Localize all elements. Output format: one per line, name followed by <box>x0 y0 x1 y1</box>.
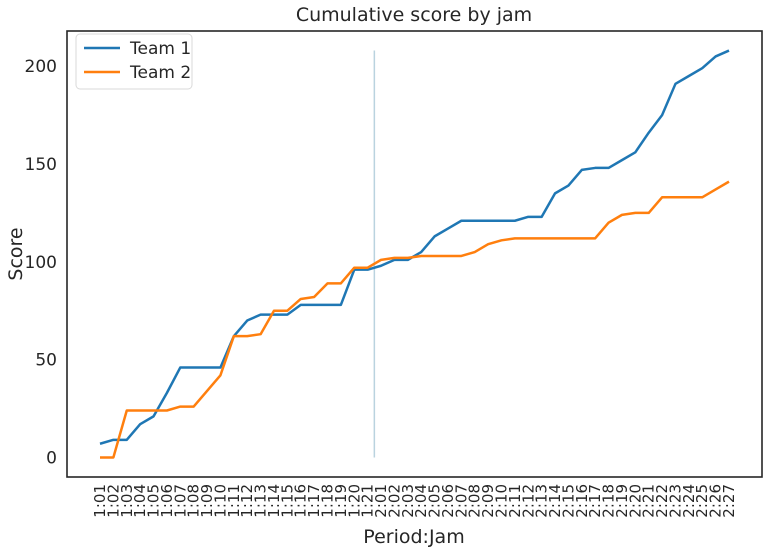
x-tick-label: 2:27 <box>720 484 738 518</box>
x-tick-label: 2:17 <box>586 484 604 518</box>
x-tick-label: 2:10 <box>492 484 510 518</box>
x-tick-label: 1:10 <box>211 484 229 518</box>
y-tick-label: 50 <box>35 351 57 371</box>
legend: Team 1 Team 2 <box>75 33 193 90</box>
x-tick-label: 1:15 <box>278 484 296 518</box>
x-tick-label: 1:21 <box>359 484 377 518</box>
x-tick-label: 1:13 <box>252 484 270 518</box>
x-tick-label: 1:05 <box>145 484 163 518</box>
x-tick-label: 2:12 <box>519 484 537 518</box>
x-tick-label: 2:21 <box>640 484 658 518</box>
y-tick-label: 200 <box>25 57 57 77</box>
x-tick-label: 1:06 <box>158 484 176 518</box>
x-tick-label: 2:13 <box>533 484 551 518</box>
series-line-team-2 <box>100 180 730 459</box>
x-tick-label: 1:11 <box>225 484 243 518</box>
x-tick-label: 2:09 <box>479 484 497 518</box>
x-tick-label: 1:19 <box>332 484 350 518</box>
x-axis-label: Period:Jam <box>363 526 464 548</box>
legend-label-team1: Team 1 <box>129 39 191 59</box>
x-tick-label: 2:01 <box>372 484 390 518</box>
x-tick-label: 2:06 <box>439 484 457 518</box>
x-tick-label: 1:17 <box>305 484 323 518</box>
x-tick-label: 2:20 <box>626 484 644 518</box>
x-tick-label: 1:18 <box>319 484 337 518</box>
x-tick-label: 2:26 <box>707 484 725 518</box>
x-tick-label: 1:08 <box>185 484 203 518</box>
x-tick-label: 1:01 <box>91 484 109 518</box>
x-tick-label: 2:11 <box>506 484 524 518</box>
y-tick-label: 150 <box>25 155 57 175</box>
legend-label-team2: Team 2 <box>129 63 191 83</box>
x-tick-label: 1:03 <box>118 484 136 518</box>
x-tick-label: 2:22 <box>653 484 671 518</box>
x-tick-label: 1:20 <box>345 484 363 518</box>
x-tick-label: 2:04 <box>412 484 430 518</box>
x-tick-label: 2:05 <box>426 484 444 518</box>
x-tick-label: 1:16 <box>292 484 310 518</box>
x-tick-label: 1:07 <box>171 484 189 518</box>
x-tick-label: 2:15 <box>559 484 577 518</box>
x-tick-label: 2:02 <box>385 484 403 518</box>
plot-frame <box>66 30 763 478</box>
chart-title: Cumulative score by jam <box>296 4 532 26</box>
x-tick-label: 2:19 <box>613 484 631 518</box>
x-tick-label: 2:23 <box>666 484 684 518</box>
x-tick-label: 1:12 <box>238 484 256 518</box>
x-tick-label: 1:09 <box>198 484 216 518</box>
y-axis-label: Score <box>5 227 27 280</box>
x-tick-label: 2:14 <box>546 484 564 518</box>
x-tick-label: 2:07 <box>452 484 470 518</box>
x-tick-label: 1:02 <box>104 484 122 518</box>
x-tick-label: 1:04 <box>131 484 149 518</box>
x-tick-label: 2:18 <box>600 484 618 518</box>
x-tick-label: 2:03 <box>399 484 417 518</box>
y-tick-label: 0 <box>46 448 57 468</box>
x-tick-label: 1:14 <box>265 484 283 518</box>
x-tick-label: 2:24 <box>680 484 698 518</box>
x-tick-label: 2:16 <box>573 484 591 518</box>
x-tick-label: 2:25 <box>693 484 711 518</box>
y-tick-label: 100 <box>25 253 57 273</box>
x-tick-label: 2:08 <box>466 484 484 518</box>
series-line-team-1 <box>99 49 730 445</box>
